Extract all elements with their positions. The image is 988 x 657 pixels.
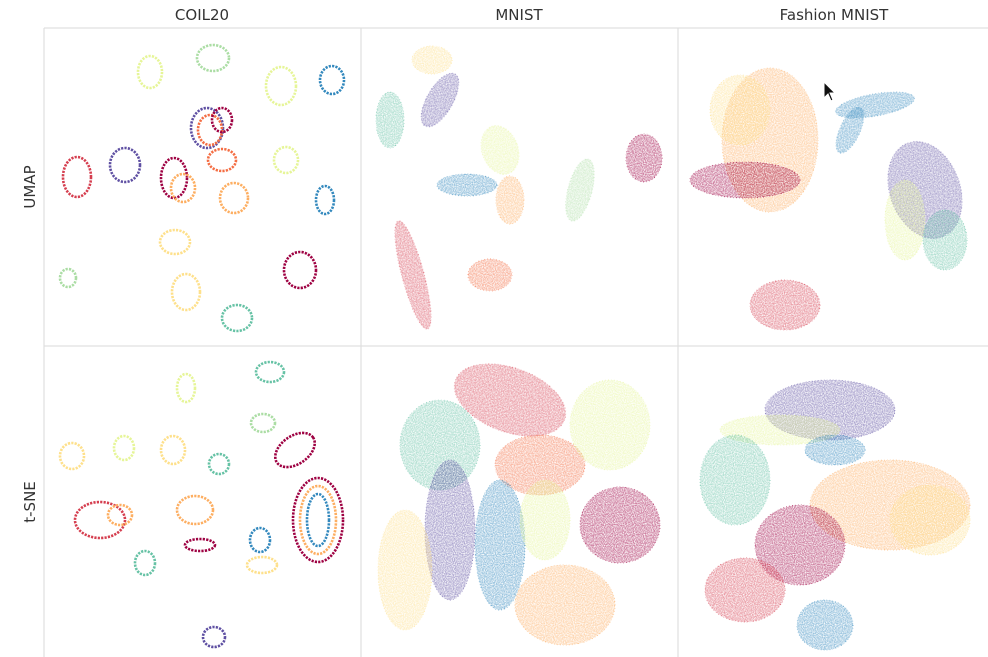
clusters xyxy=(58,43,971,651)
row-label: t-SNE xyxy=(21,481,39,523)
mnist-tsne-cluster xyxy=(569,379,651,471)
coil20-tsne-loop xyxy=(249,412,277,434)
coil20-tsne-loop xyxy=(58,441,86,471)
mnist-umap-cluster xyxy=(565,158,595,222)
coil20-umap-loop xyxy=(220,303,254,333)
mnist-tsne-cluster xyxy=(514,564,616,646)
coil20-umap-loop xyxy=(218,181,250,215)
column-title: Fashion MNIST xyxy=(780,6,889,24)
mnist-tsne-cluster xyxy=(424,459,476,601)
coil20-umap-loop xyxy=(264,65,298,107)
fashion-umap-cluster xyxy=(884,179,926,261)
coil20-tsne-loop xyxy=(112,434,136,462)
mnist-tsne-cluster xyxy=(519,479,571,561)
mnist-umap-cluster xyxy=(411,45,453,75)
fashion-umap-cluster xyxy=(709,74,771,146)
coil20-umap-loop xyxy=(159,156,189,200)
coil20-tsne-loop xyxy=(298,484,338,556)
coil20-tsne-loop xyxy=(207,452,231,476)
coil20-tsne-loop xyxy=(133,549,157,577)
fashion-umap-cluster xyxy=(749,279,821,331)
fashion-umap-cluster xyxy=(689,161,801,199)
coil20-tsne-loop xyxy=(291,476,345,564)
coil20-umap-loop xyxy=(195,43,231,73)
coil20-umap-loop xyxy=(210,106,234,134)
coil20-umap-loop xyxy=(272,145,300,175)
mnist-tsne-cluster xyxy=(494,434,586,496)
coil20-tsne-loop xyxy=(183,537,217,553)
coil20-tsne-loop xyxy=(248,526,272,554)
fashion-tsne-cluster xyxy=(719,414,841,446)
fashion-umap-cluster xyxy=(922,209,968,271)
coil20-umap-loop xyxy=(206,147,238,173)
mnist-tsne-cluster xyxy=(377,509,433,631)
coil20-umap-loop xyxy=(318,64,346,96)
mnist-umap-cluster xyxy=(375,91,405,149)
coil20-umap-loop xyxy=(158,228,192,256)
fashion-tsne-cluster xyxy=(704,557,786,623)
fashion-tsne-cluster xyxy=(804,434,866,466)
coil20-tsne-loop xyxy=(175,494,215,526)
coil20-umap-loop xyxy=(282,250,318,290)
mnist-umap-cluster xyxy=(420,72,460,128)
mnist-umap-cluster xyxy=(495,175,525,225)
coil20-umap-loop xyxy=(136,54,164,90)
panel-frames xyxy=(43,27,988,657)
coil20-umap-loop xyxy=(169,172,197,204)
mnist-tsne-cluster xyxy=(453,363,567,437)
coil20-umap-loop xyxy=(61,155,93,199)
coil20-umap-loop xyxy=(58,267,78,289)
fashion-tsne-cluster xyxy=(889,484,971,556)
mnist-umap-cluster xyxy=(394,220,432,330)
coil20-tsne-loop xyxy=(106,503,134,527)
coil20-tsne-loop xyxy=(73,500,127,540)
coil20-tsne-loop xyxy=(201,625,227,649)
mnist-umap-cluster xyxy=(625,133,663,183)
column-title: COIL20 xyxy=(175,6,229,24)
mnist-umap-cluster xyxy=(436,173,498,197)
coil20-umap-loop xyxy=(196,113,224,147)
coil20-tsne-loop xyxy=(305,492,331,548)
mouse-cursor xyxy=(823,80,837,102)
row-label: UMAP xyxy=(21,165,39,208)
mnist-umap-cluster xyxy=(480,125,520,175)
fashion-umap-cluster xyxy=(835,106,865,154)
coil20-tsne-loop xyxy=(159,434,187,466)
coil20-umap-loop xyxy=(108,146,142,184)
coil20-tsne-loop xyxy=(175,372,197,404)
fashion-tsne-cluster xyxy=(699,434,771,526)
coil20-tsne-loop xyxy=(273,431,317,469)
coil20-tsne-loop xyxy=(245,555,279,575)
coil20-umap-loop xyxy=(189,106,225,150)
coil20-tsne-loop xyxy=(254,360,286,384)
mnist-tsne-cluster xyxy=(474,479,526,611)
coil20-umap-loop xyxy=(314,184,336,216)
mnist-umap-cluster xyxy=(467,258,513,292)
column-title: MNIST xyxy=(495,6,543,24)
fashion-tsne-cluster xyxy=(754,504,846,586)
mnist-tsne-cluster xyxy=(579,486,661,564)
fashion-tsne-cluster xyxy=(796,599,854,651)
coil20-umap-loop xyxy=(170,272,202,312)
